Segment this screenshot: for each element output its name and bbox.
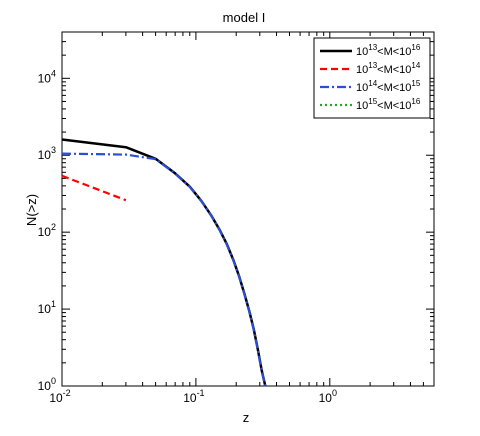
series-line-2 (61, 174, 127, 202)
y-tick-label-base: 10 (38, 225, 52, 239)
chart-title: model I (223, 10, 266, 25)
x-tick-label-exponent: 0 (332, 388, 337, 398)
x-tick-label-base: 10 (183, 391, 197, 405)
x-tick-label-base: 10 (319, 391, 333, 405)
legend-label-exponent: 15 (411, 79, 420, 88)
legend-label: 1013<M<1014 (356, 61, 421, 76)
legend-label-exponent: 14 (368, 79, 377, 88)
x-axis: 10-2 10-1 100 (49, 32, 435, 405)
legend-label-exponent: 16 (411, 43, 420, 52)
legend-label-part: <M<10 (377, 100, 411, 112)
y-tick-label: 101 (38, 299, 56, 316)
legend-label-exponent: 13 (368, 61, 377, 70)
y-tick-label-base: 10 (38, 302, 52, 316)
y-tick-label: 104 (38, 68, 56, 85)
y-tick-label-exponent: 4 (51, 68, 56, 78)
x-tick-label: 10-1 (183, 388, 204, 405)
legend-label-exponent: 15 (368, 97, 377, 106)
y-tick-label: 102 (38, 222, 56, 239)
legend-label-part: <M<10 (377, 64, 411, 76)
x-tick-label-exponent: -1 (197, 388, 205, 398)
legend-label: 1014<M<1015 (356, 79, 421, 94)
legend-label-part: 10 (356, 64, 368, 76)
y-tick-label-exponent: 0 (51, 376, 56, 386)
x-axis-label: z (243, 410, 250, 425)
x-tick-label: 100 (319, 388, 337, 405)
legend-label-part: 10 (356, 82, 368, 94)
legend: 1013<M<10161013<M<10141014<M<10151015<M<… (313, 37, 431, 119)
y-tick-label: 103 (38, 145, 56, 162)
legend-label-exponent: 13 (368, 43, 377, 52)
x-tick-label: 10-2 (49, 388, 70, 405)
legend-label-part: <M<10 (377, 82, 411, 94)
legend-label-exponent: 14 (411, 61, 420, 70)
legend-label-part: <M<10 (377, 46, 411, 58)
y-axis-label: N(>z) (24, 194, 39, 226)
series-line-3 (61, 152, 267, 387)
y-tick-label-base: 10 (38, 379, 52, 393)
y-tick-label-exponent: 3 (51, 145, 56, 155)
y-tick-label-exponent: 2 (51, 222, 56, 232)
x-tick-label-exponent: -2 (63, 388, 71, 398)
legend-label: 1013<M<1016 (356, 43, 421, 58)
x-tick-label-base: 10 (49, 391, 63, 405)
series-layer (61, 138, 267, 387)
legend-label: 1015<M<1016 (356, 97, 421, 112)
legend-label-exponent: 16 (411, 97, 420, 106)
y-tick-label-base: 10 (38, 71, 52, 85)
legend-label-part: 10 (356, 100, 368, 112)
y-tick-label: 100 (38, 376, 56, 393)
y-tick-label-base: 10 (38, 148, 52, 162)
legend-label-part: 10 (356, 46, 368, 58)
y-tick-label-exponent: 1 (51, 299, 56, 309)
